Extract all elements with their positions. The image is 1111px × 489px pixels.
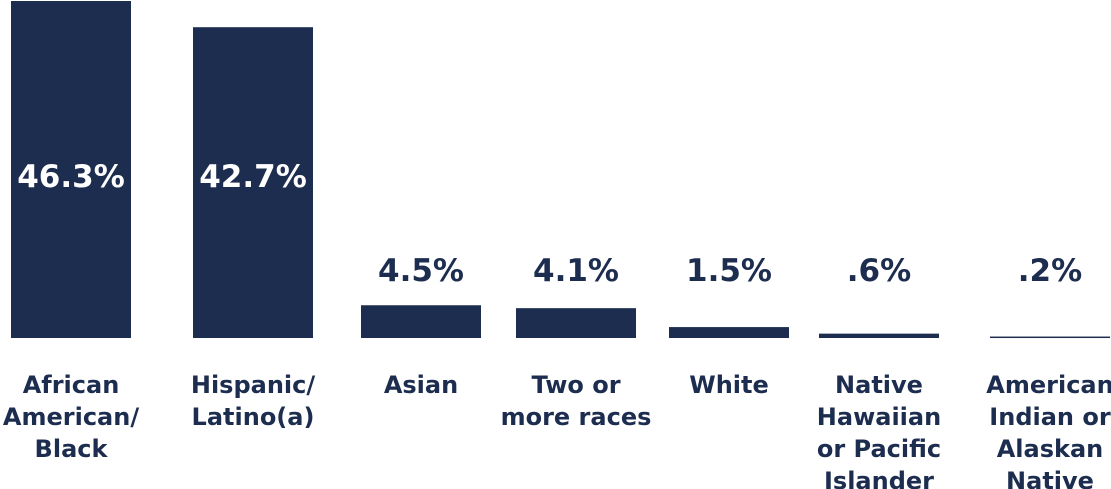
category-label-5: White	[689, 371, 769, 399]
bar-1	[11, 1, 131, 338]
value-labels-layer: 46.3% 42.7% 4.5% 4.1% 1.5% .6% .2%	[17, 159, 1082, 289]
category-label-line: Two or	[531, 371, 620, 399]
value-label-4: 4.1%	[533, 253, 619, 289]
category-label-line: Hispanic/	[191, 371, 316, 399]
category-label-line: Alaskan	[997, 435, 1104, 463]
category-label-3: Asian	[384, 371, 458, 399]
category-label-line: African	[23, 371, 120, 399]
bar-7	[990, 336, 1110, 339]
category-label-line: Native	[835, 371, 923, 399]
category-label-line: Hawaiian	[817, 403, 941, 431]
category-label-line: more races	[501, 403, 652, 431]
category-label-line: Islander	[824, 467, 934, 489]
category-label-line: Latino(a)	[192, 403, 315, 431]
value-label-2: 42.7%	[199, 159, 307, 195]
category-labels-layer: African American/Black Hispanic/Latino(a) A…	[3, 371, 1111, 489]
category-label-line: American	[986, 371, 1111, 399]
value-label-1: 46.3%	[17, 159, 125, 195]
category-label-line: Black	[35, 435, 109, 463]
category-label-6: Native Hawaiian or Pacific Islander	[817, 371, 941, 489]
category-label-line: American/	[3, 403, 139, 431]
category-label-line: Asian	[384, 371, 458, 399]
category-label-line: White	[689, 371, 769, 399]
category-label-1: African American/Black	[3, 371, 139, 463]
value-label-7: .2%	[1018, 253, 1082, 289]
bars-layer	[11, 1, 1110, 339]
value-label-5: 1.5%	[686, 253, 772, 289]
category-label-line: or Pacific	[817, 435, 941, 463]
bar-4	[516, 308, 636, 338]
category-label-7: American Indian or Alaskan Native	[986, 371, 1111, 489]
category-label-4: Two or more races	[501, 371, 652, 431]
category-label-2: Hispanic/Latino(a)	[191, 371, 316, 431]
category-label-line: Indian or	[989, 403, 1111, 431]
bar-5	[669, 327, 789, 338]
bar-2	[193, 27, 313, 338]
value-label-6: .6%	[847, 253, 911, 289]
value-label-3: 4.5%	[378, 253, 464, 289]
bar-3	[361, 305, 481, 338]
bar-6	[819, 333, 939, 338]
category-label-line: Native	[1006, 467, 1094, 489]
